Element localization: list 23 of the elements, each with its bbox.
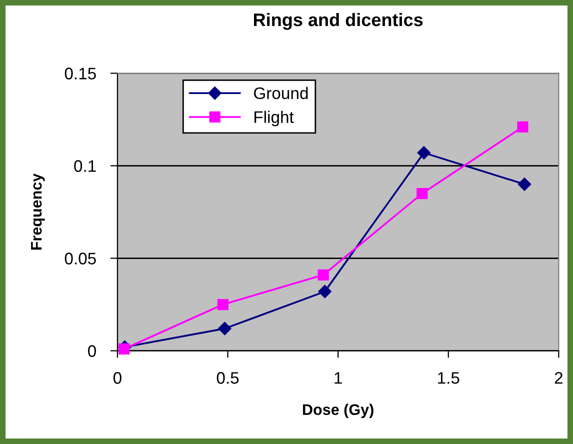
- point: [218, 322, 232, 336]
- legend-label: Flight: [254, 110, 294, 126]
- x-tick-label: 1: [334, 372, 342, 384]
- y-tick-label: 0.05: [64, 252, 96, 264]
- point: [517, 121, 528, 132]
- x-tick-label: 0.5: [216, 372, 239, 384]
- y-tick-label: 0.15: [64, 68, 96, 80]
- chart-title: Rings and dicentics: [254, 12, 423, 30]
- y-tick-label: 0: [88, 345, 96, 357]
- point: [118, 343, 130, 354]
- y-tick-label: 0.1: [74, 160, 96, 172]
- x-tick-label: 1.5: [438, 372, 460, 384]
- point: [416, 188, 428, 200]
- y-axis-title: Frequency: [31, 173, 45, 250]
- point: [417, 146, 430, 160]
- point: [217, 298, 228, 310]
- x-tick-label: 2: [554, 372, 562, 384]
- legend-label: Ground: [254, 86, 308, 100]
- point: [318, 284, 332, 298]
- point: [318, 269, 329, 280]
- x-tick-label: 0: [113, 372, 122, 384]
- point: [518, 178, 532, 191]
- x-axis-title: Dose (Gy): [303, 404, 374, 418]
